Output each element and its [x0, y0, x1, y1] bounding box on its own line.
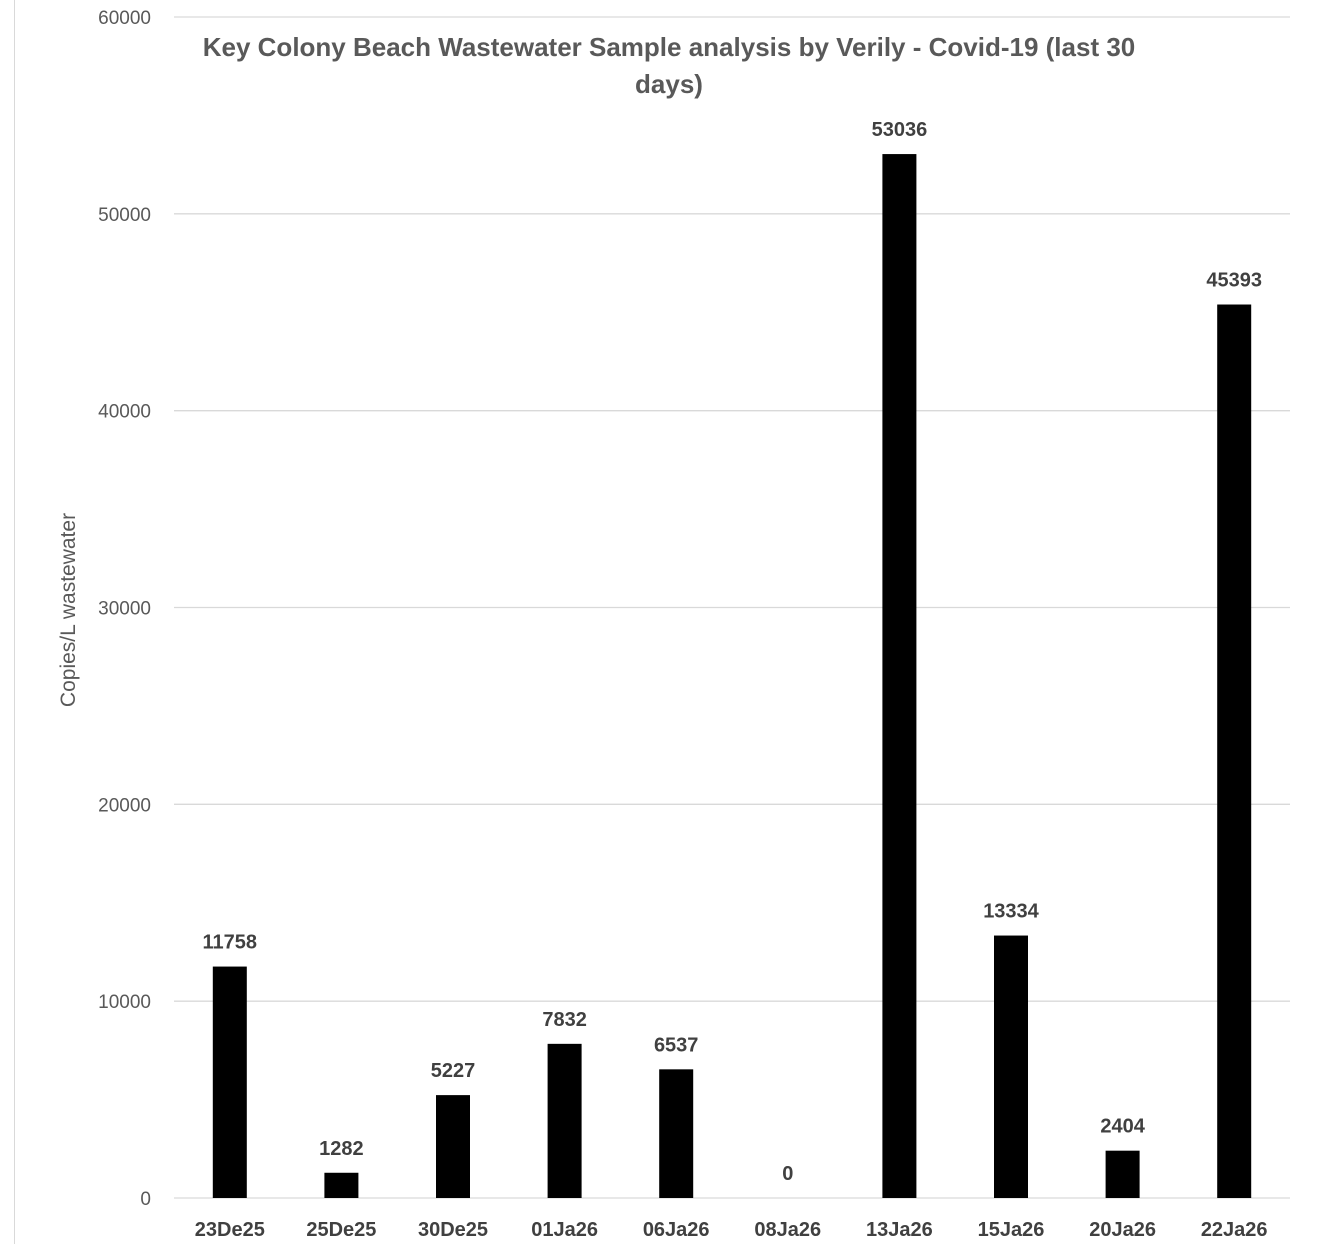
x-tick-label: 20Ja26	[1089, 1219, 1156, 1241]
x-tick-label: 23De25	[195, 1219, 265, 1241]
x-tick-label: 13Ja26	[866, 1219, 933, 1241]
x-axis-ticks: 23De25 25De25 30De25 01Ja26 06Ja26 08Ja26 13Ja…	[195, 1219, 1268, 1241]
y-tick-label: 20000	[98, 795, 151, 816]
y-tick-label: 30000	[98, 599, 151, 620]
x-tick-label: 30De25	[418, 1219, 488, 1241]
bar	[994, 935, 1028, 1198]
data-label: 6537	[654, 1034, 699, 1056]
bar	[436, 1095, 470, 1198]
bar	[882, 154, 917, 1199]
bar	[324, 1172, 359, 1198]
y-axis-title: Copies/L wastewater	[57, 513, 80, 707]
y-tick-label: 10000	[98, 992, 151, 1013]
data-label: 5227	[431, 1060, 476, 1082]
bar	[1105, 1150, 1140, 1198]
y-tick-label: 60000	[98, 8, 151, 29]
gridlines	[174, 16, 1290, 1199]
y-tick-label: 50000	[98, 205, 151, 226]
data-label: 45393	[1206, 270, 1262, 292]
chart-title-line-2: days)	[635, 69, 703, 99]
x-tick-label: 22Ja26	[1201, 1219, 1268, 1241]
bar	[212, 966, 247, 1198]
x-tick-label: 25De25	[306, 1219, 376, 1241]
y-tick-label: 40000	[98, 402, 151, 423]
bar	[547, 1043, 582, 1198]
data-labels: 11758 1282 5227 7832 6537 0 53036 13334 2404 4539…	[203, 119, 1262, 1185]
chart-border	[14, 0, 15, 1244]
bar	[659, 1069, 694, 1198]
data-label: 7832	[542, 1009, 587, 1031]
x-tick-label: 01Ja26	[531, 1219, 598, 1241]
y-axis-ticks: 0 10000 20000 30000 40000 50000 60000	[98, 8, 151, 1210]
x-tick-label: 15Ja26	[978, 1219, 1045, 1241]
data-label: 1282	[319, 1138, 364, 1160]
chart-title-line-1: Key Colony Beach Wastewater Sample analy…	[203, 32, 1136, 62]
data-label: 11758	[203, 932, 258, 954]
y-tick-label: 0	[140, 1189, 151, 1210]
bars	[212, 154, 1252, 1199]
data-label: 2404	[1100, 1116, 1145, 1138]
data-label: 13334	[983, 901, 1039, 923]
data-label: 53036	[872, 119, 928, 141]
x-tick-label: 06Ja26	[643, 1219, 710, 1241]
data-label: 0	[782, 1163, 793, 1185]
bar	[1217, 304, 1252, 1199]
x-tick-label: 08Ja26	[754, 1219, 821, 1241]
